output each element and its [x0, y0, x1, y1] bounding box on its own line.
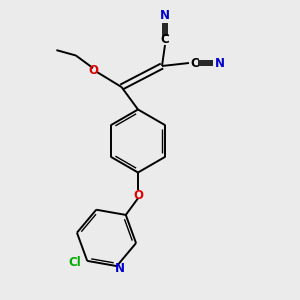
Text: C: C	[160, 33, 169, 46]
Text: N: N	[160, 9, 170, 22]
Text: Cl: Cl	[68, 256, 81, 269]
Text: O: O	[88, 64, 98, 77]
Text: O: O	[133, 189, 143, 203]
Text: N: N	[116, 262, 125, 275]
Text: C: C	[190, 56, 199, 70]
Text: N: N	[215, 56, 225, 70]
